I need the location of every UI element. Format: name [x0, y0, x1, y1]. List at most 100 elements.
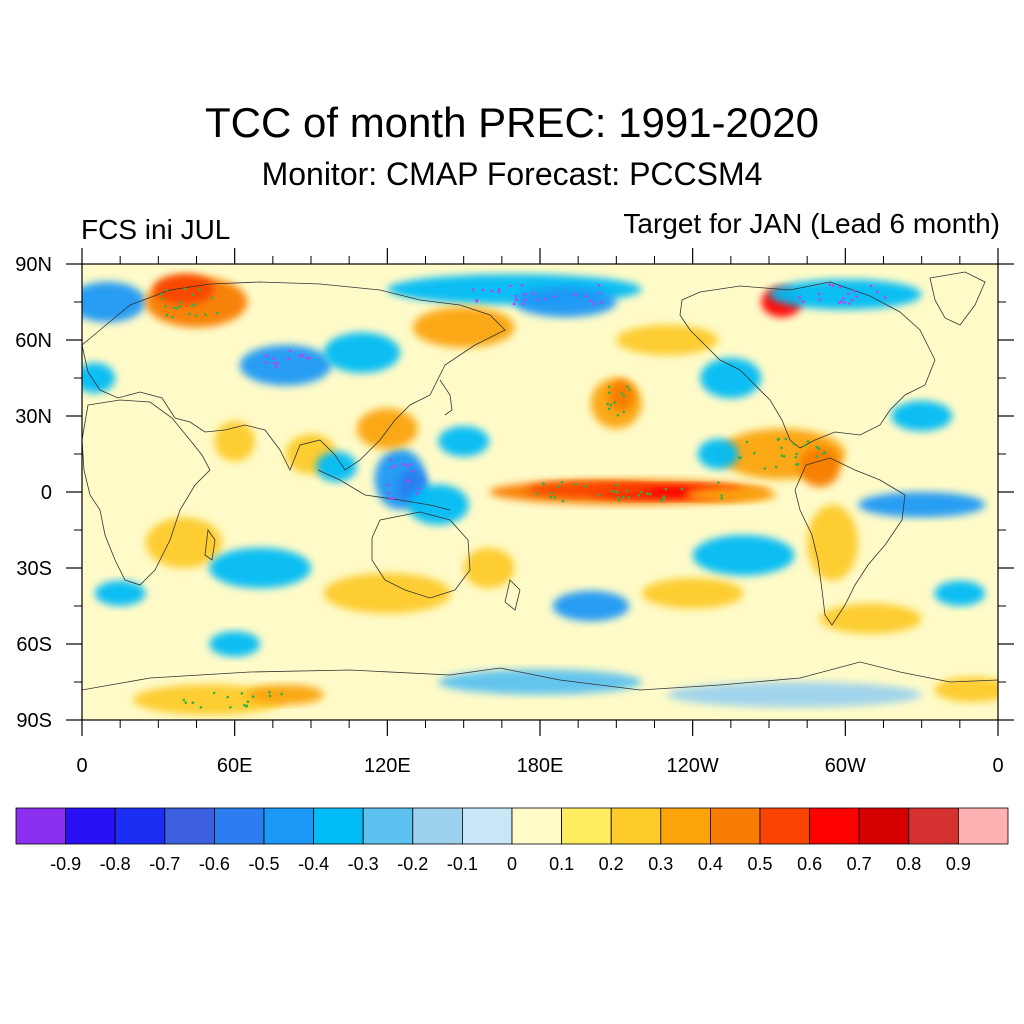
colorbar-label: 0.5 [747, 854, 772, 874]
anomaly-blob-28 [858, 492, 986, 518]
significance-dot [583, 485, 587, 488]
significance-dot [846, 292, 850, 296]
significance-dot [179, 301, 183, 304]
significance-dot [305, 356, 309, 360]
colorbar-label: -0.8 [100, 854, 131, 874]
anomaly-blob-43 [891, 400, 953, 432]
anomaly-blob-27 [807, 504, 858, 581]
anomaly-blob-15 [769, 279, 922, 310]
significance-dot [287, 357, 290, 361]
coastline-south-america [794, 457, 906, 626]
significance-dot [212, 691, 216, 695]
anomaly-blob-41 [94, 580, 146, 606]
significance-dot [720, 497, 724, 500]
significance-dot [536, 298, 539, 301]
colorbar-label: 0.3 [648, 854, 673, 874]
colorbar-swatch [362, 807, 414, 845]
significance-dot [191, 701, 195, 704]
significance-dot [802, 300, 805, 304]
significance-dot [164, 305, 167, 308]
significance-dot [745, 440, 749, 444]
significance-dot [184, 701, 187, 704]
significance-dot [165, 289, 168, 292]
colorbar-swatch [809, 807, 860, 845]
colorbar-swatch [511, 807, 562, 845]
coastline-madagascar [204, 528, 216, 561]
colorbar-label: 0.4 [698, 854, 723, 874]
significance-dot [616, 414, 620, 417]
colorbar-swatch [858, 807, 910, 845]
significance-dot [268, 690, 271, 694]
significance-dot [204, 313, 207, 316]
colorbar-swatch [263, 807, 314, 845]
significance-dot [178, 305, 182, 308]
significance-dot [615, 490, 618, 494]
significance-dot [386, 483, 389, 487]
significance-dot [386, 492, 390, 495]
significance-dot [210, 296, 214, 300]
significance-dot [717, 481, 720, 484]
significance-dot [557, 485, 560, 488]
significance-dot [405, 464, 408, 468]
colorbar-label: 0.1 [549, 854, 574, 874]
significance-dot [407, 479, 410, 482]
y-tick-label: 90N [15, 254, 52, 276]
significance-dot [265, 354, 269, 358]
significance-dot [392, 496, 395, 500]
significance-dots [160, 283, 887, 709]
colorbar-label: -0.4 [298, 854, 329, 874]
significance-dot [828, 283, 831, 287]
coastline-indonesia [317, 469, 451, 511]
significance-dot [544, 297, 547, 301]
anomaly-blob-42 [316, 451, 357, 482]
colorbar-label: 0.9 [946, 854, 971, 874]
anomaly-blob-24 [700, 357, 762, 399]
colorbar-label: -0.9 [50, 854, 81, 874]
anomaly-blob-30 [209, 547, 311, 589]
significance-dot [609, 403, 613, 407]
significance-dot [307, 356, 311, 360]
significance-dot [416, 492, 419, 496]
significance-dot [183, 287, 187, 291]
colorbar-label: 0.8 [896, 854, 921, 874]
anomaly-blob-8 [407, 484, 469, 525]
significance-dot [481, 288, 485, 292]
colorbar-swatch [908, 807, 959, 845]
significance-dot [251, 695, 255, 698]
anomaly-blob-33 [641, 578, 744, 609]
significance-dot [598, 291, 602, 295]
colorbar-swatch [313, 807, 364, 845]
coastline-africa [82, 399, 211, 586]
significance-dot [780, 454, 784, 458]
anomaly-blob-2 [527, 481, 655, 498]
significance-dot [280, 692, 283, 696]
anomaly-blob-31 [323, 573, 451, 614]
significance-dot [806, 440, 810, 443]
significance-dot [662, 497, 666, 501]
colorbar-swatch [610, 807, 662, 845]
anomaly-blob-48 [82, 362, 116, 394]
anomaly-blob-34 [819, 603, 922, 634]
significance-dot [561, 499, 565, 503]
significance-dot [597, 493, 601, 497]
significance-dot [246, 700, 250, 703]
colorbar-swatch [15, 807, 66, 845]
significance-dot [553, 295, 557, 298]
significance-dot [524, 298, 527, 302]
significance-dot [763, 467, 767, 470]
colorbar-swatch [213, 807, 265, 845]
anomaly-blob-47 [697, 438, 739, 470]
significance-dot [245, 705, 248, 708]
significance-dot [226, 695, 230, 699]
colorbar-swatch [65, 807, 116, 845]
anomaly-blob-36 [132, 684, 286, 715]
anomaly-blob-25 [616, 324, 719, 356]
anomaly-blob-44 [934, 580, 986, 606]
y-tick-label: 0 [41, 482, 52, 504]
significance-dot [497, 290, 501, 294]
significance-dot [275, 365, 278, 369]
significance-dot [542, 482, 545, 485]
anomaly-blob-37 [247, 684, 324, 705]
significance-dot [646, 492, 649, 496]
significance-dot [388, 497, 392, 501]
